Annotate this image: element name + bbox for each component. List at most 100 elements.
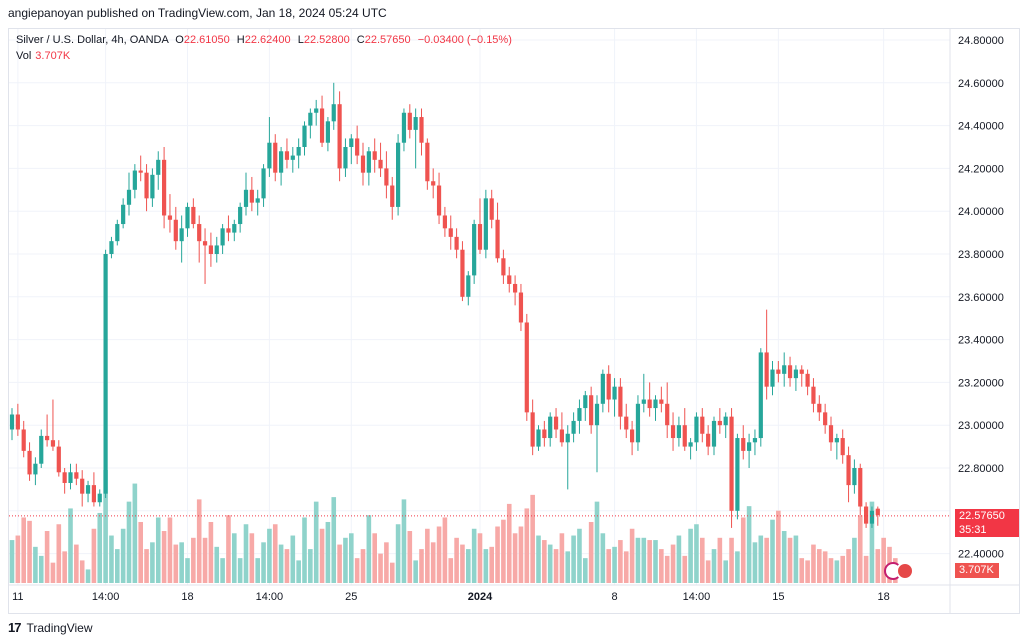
candle-body[interactable] [138,170,143,173]
volume-bar[interactable] [822,551,828,583]
volume-bar[interactable] [623,551,629,583]
volume-bar[interactable] [68,508,73,583]
candle-body[interactable] [700,416,705,434]
volume-bar[interactable] [612,546,617,583]
volume-bar[interactable] [466,549,471,583]
volume-bar[interactable] [676,535,682,583]
candle-body[interactable] [279,151,284,173]
volume-bar[interactable] [577,528,582,583]
candle-body[interactable] [126,189,132,205]
volume-bar[interactable] [735,551,740,583]
volume-bar[interactable] [606,549,611,583]
candle-body[interactable] [103,254,108,494]
candle-body[interactable] [670,425,676,439]
volume-bar[interactable] [331,497,337,583]
candle-body[interactable] [366,151,371,173]
candle-body[interactable] [156,159,161,175]
volume-bar[interactable] [583,558,588,583]
volume-bar[interactable] [629,528,635,583]
volume-bar[interactable] [132,483,138,583]
candle-body[interactable] [296,147,301,156]
candle-body[interactable] [343,147,348,169]
candle-body[interactable] [472,224,477,276]
volume-bar[interactable] [249,533,255,583]
candle-body[interactable] [530,412,535,447]
volume-bar[interactable] [863,555,869,583]
volume-bar[interactable] [103,470,108,583]
volume-bar[interactable] [857,515,863,583]
volume-bar[interactable] [700,537,705,583]
volume-bar[interactable] [272,524,278,583]
candle-body[interactable] [706,433,711,447]
volume-bar[interactable] [740,517,746,583]
volume-bar[interactable] [811,544,816,583]
candle-body[interactable] [869,510,875,524]
volume-bar[interactable] [705,560,711,583]
volume-bar[interactable] [594,501,600,583]
volume-bar[interactable] [337,544,342,583]
volume-bar[interactable] [214,546,220,583]
candle-body[interactable] [115,224,120,242]
candle-body[interactable] [641,399,646,404]
candle-body[interactable] [782,365,787,374]
candle-body[interactable] [162,159,167,216]
candle-body[interactable] [144,172,149,199]
volume-bar[interactable] [196,499,202,583]
volume-bar[interactable] [454,537,459,583]
candle-body[interactable] [85,485,91,494]
volume-bar[interactable] [85,569,91,583]
candle-body[interactable] [21,429,26,451]
volume-bar[interactable] [161,531,167,583]
volume-bar[interactable] [360,549,366,583]
volume-bar[interactable] [524,508,530,583]
candle-body[interactable] [249,189,254,203]
volume-bar[interactable] [688,528,693,583]
candle-body[interactable] [659,399,664,404]
volume-bar[interactable] [150,542,155,583]
candle-body[interactable] [618,386,623,417]
volume-bar[interactable] [834,560,840,583]
candle-body[interactable] [179,228,184,242]
candle-body[interactable] [729,416,734,511]
volume-bar[interactable] [261,542,266,583]
candle-body[interactable] [688,442,693,447]
candle-body[interactable] [653,399,658,409]
candle-body[interactable] [80,478,85,494]
volume-bar[interactable] [185,558,190,583]
candle-body[interactable] [811,386,816,404]
candle-body[interactable] [758,352,763,439]
candle-body[interactable] [495,219,500,259]
candle-body[interactable] [793,369,798,379]
volume-bar[interactable] [74,544,79,583]
volume-bar[interactable] [395,524,401,583]
candle-body[interactable] [208,245,213,254]
candle-body[interactable] [238,206,243,225]
candle-body[interactable] [372,151,377,160]
candle-body[interactable] [91,485,96,503]
candle-body[interactable] [314,108,319,113]
volume-bar[interactable] [653,540,658,583]
candle-body[interactable] [635,403,641,443]
volume-bar[interactable] [495,526,500,584]
volume-bar[interactable] [787,537,793,583]
candle-body[interactable] [694,416,699,443]
candle-body[interactable] [477,224,483,250]
candle-body[interactable] [220,228,225,246]
candle-body[interactable] [711,420,717,447]
volume-bar[interactable] [109,535,114,583]
volume-bar[interactable] [202,537,208,583]
volume-bar[interactable] [442,517,448,583]
candle-body[interactable] [290,155,295,160]
candle-body[interactable] [875,508,880,516]
volume-bar[interactable] [694,524,699,583]
candle-body[interactable] [752,438,758,443]
volume-bar[interactable] [571,535,576,583]
volume-bar[interactable] [565,551,571,583]
volume-bar[interactable] [325,521,331,583]
volume-bar[interactable] [746,506,752,583]
volume-bar[interactable] [191,537,196,583]
candle-body[interactable] [378,159,383,169]
candle-body[interactable] [507,275,512,284]
candle-body[interactable] [401,112,407,143]
